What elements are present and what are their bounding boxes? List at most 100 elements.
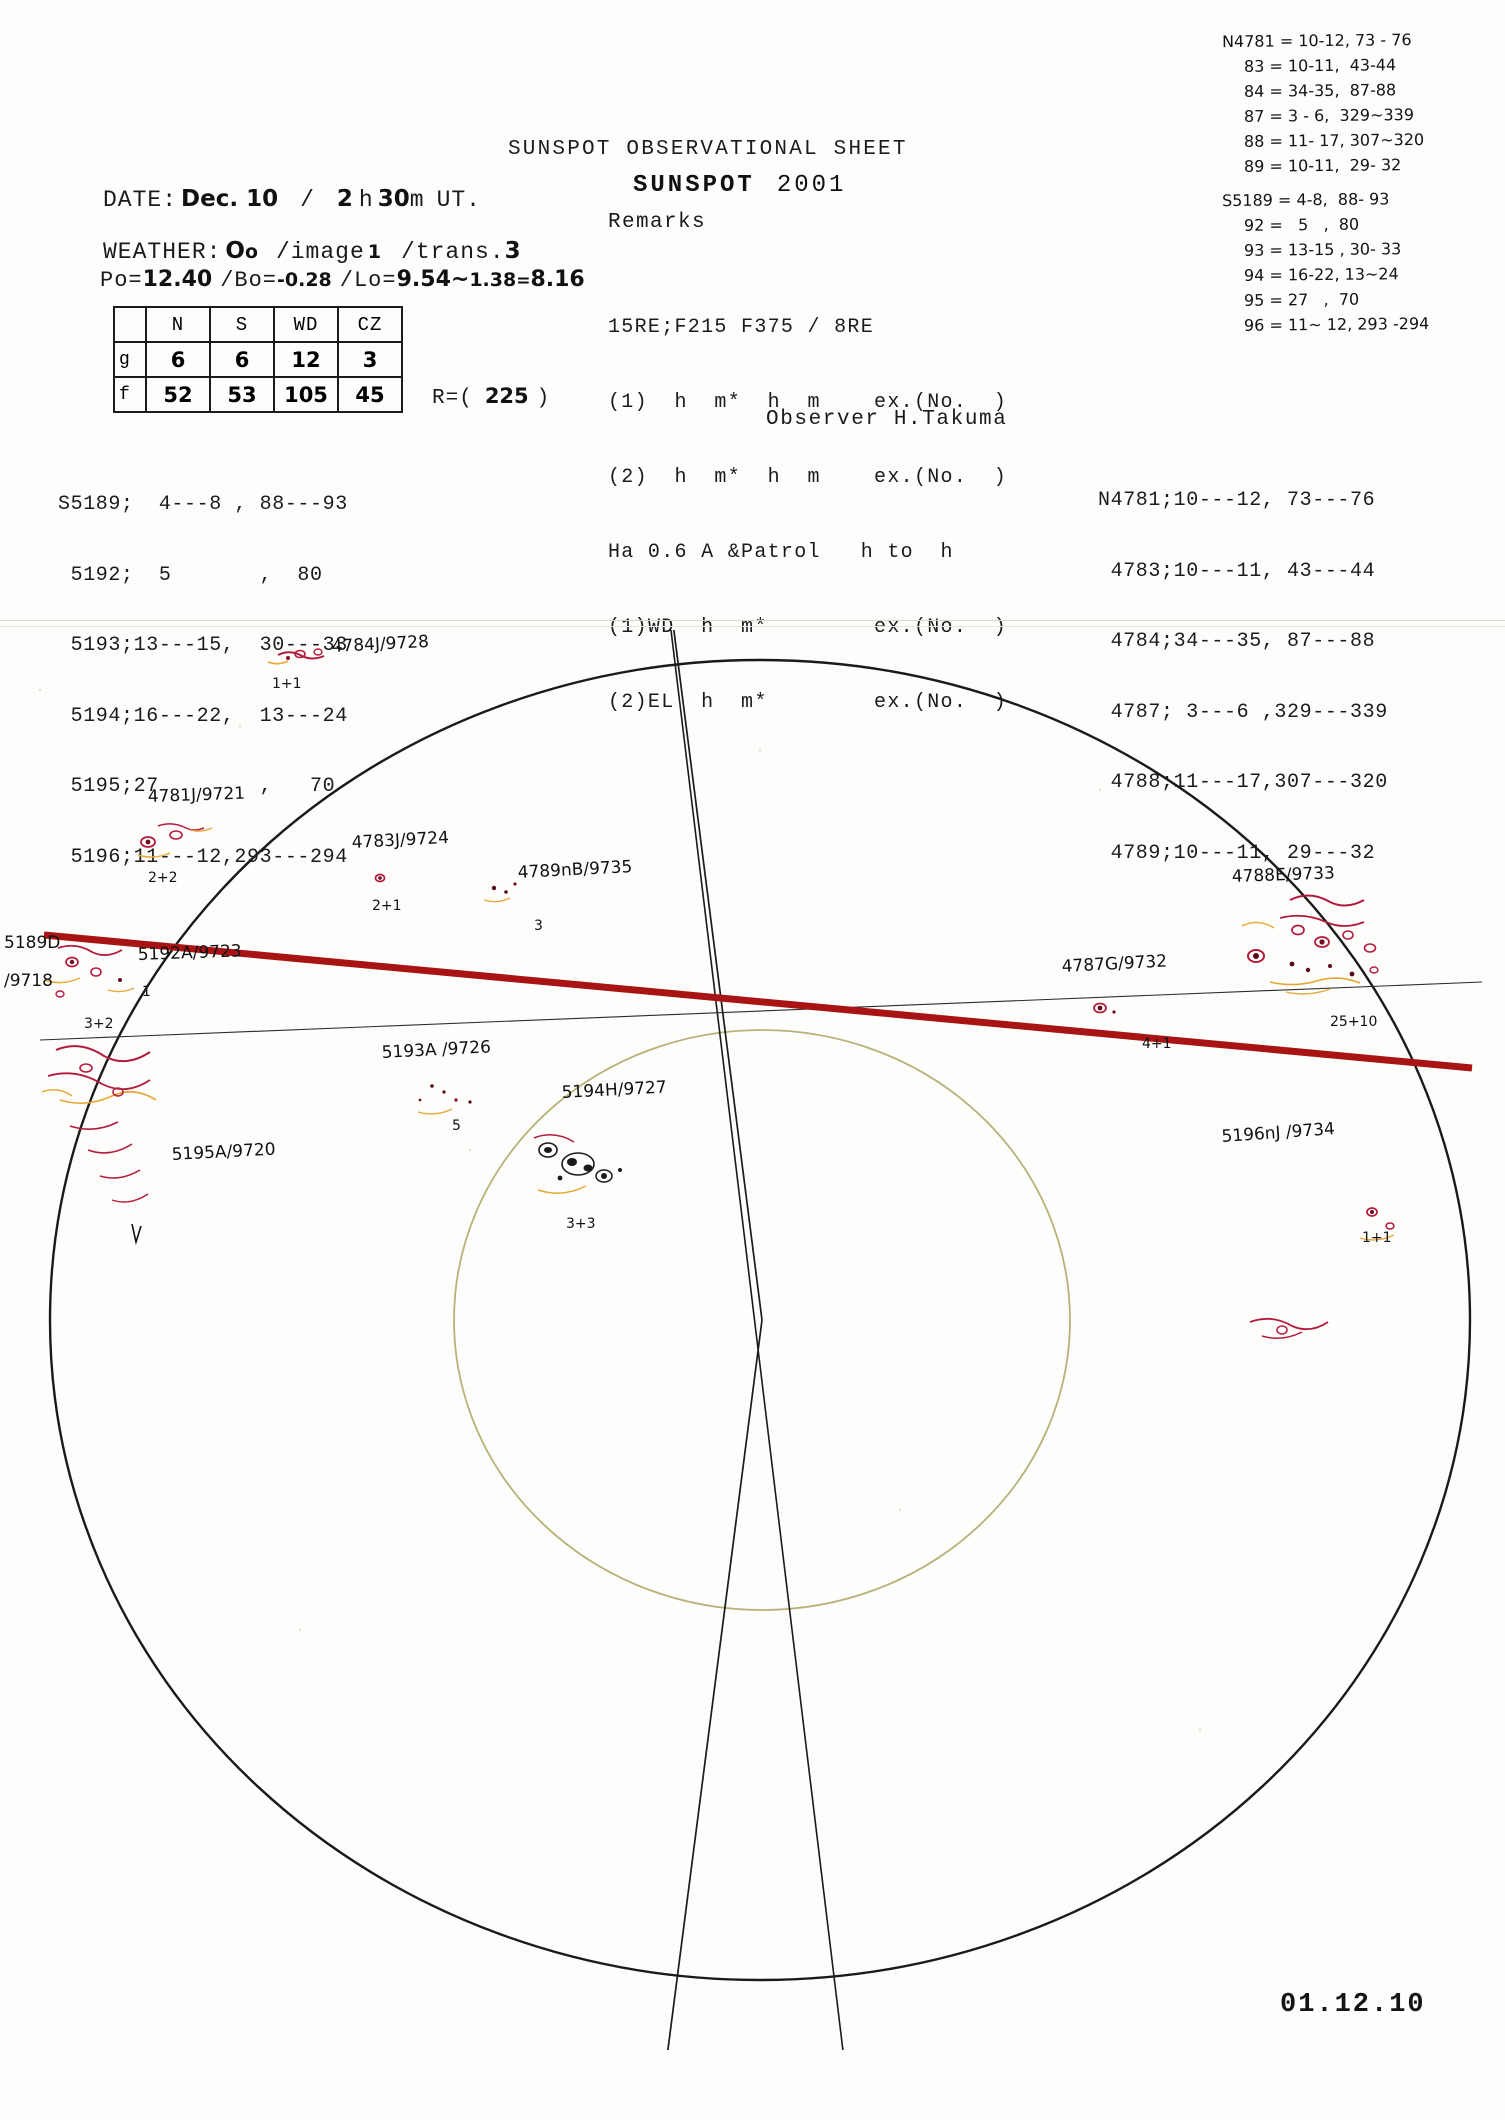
handwritten-line: 95 = 27 , 70 — [1243, 289, 1360, 310]
group-count: 1 — [142, 984, 151, 1000]
handwritten-line: N4781 = 10-12, 73 - 76 — [1221, 30, 1412, 52]
group-count: 3+3 — [566, 1216, 596, 1232]
sunspot-cluster-4784 — [267, 648, 325, 665]
r-number: 225 — [484, 384, 529, 408]
sunspot-cluster-5195 — [41, 1045, 157, 1246]
sunspot-cluster-4781 — [137, 823, 213, 858]
handwritten-line: 89 = 10-11, 29- 32 — [1243, 155, 1402, 176]
table-corner-cell — [113, 306, 147, 343]
region-list-item: N4781;10---12, 73---76 — [1098, 489, 1376, 512]
sunspot-cluster-4789 — [483, 882, 517, 903]
region-list-item: 5192; 5 , 80 — [58, 563, 323, 587]
region-list-north: N4781;10---12, 73---76 4783;10---11, 43-… — [1098, 442, 1388, 912]
lo-equals: = — [516, 271, 531, 291]
group-count: 25+10 — [1330, 1014, 1377, 1030]
date-value: Dec. 10 — [181, 186, 279, 212]
table-cell-f-wd: 105 — [273, 376, 339, 413]
table-cell-g-cz: 3 — [337, 341, 403, 378]
group-label: 4784J/9728 — [331, 632, 429, 657]
group-count: 2+2 — [148, 870, 178, 886]
remarks-line: (1)WD h m* ex.(No. ) — [608, 616, 1008, 639]
date-label: DATE: — [103, 187, 178, 213]
table-col-cz: CZ — [337, 306, 403, 343]
relative-sunspot-number: R=(225) — [432, 384, 550, 410]
handwritten-line: 88 = 11- 17, 307~320 — [1243, 129, 1425, 151]
weather-value-sub: o — [244, 241, 258, 263]
region-list-item: 5195;27 , 70 — [58, 775, 336, 798]
group-count: 1+1 — [1362, 1230, 1392, 1246]
table-cell-g-s: 6 — [209, 341, 275, 378]
remarks-line: Ha 0.6 A &Patrol h to h — [608, 541, 954, 564]
transparency-value: 3 — [504, 238, 521, 264]
minutes-unit: m — [409, 187, 425, 213]
table-row-head-f: f — [113, 376, 147, 413]
group-label: 4781J/9721 — [147, 784, 245, 807]
handwritten-line: S5189 = 4-8, 88- 93 — [1221, 189, 1390, 211]
sunspot-cluster-4788 — [1241, 894, 1379, 995]
region-list-item: 4783;10---11, 43---44 — [1098, 559, 1376, 583]
bo-value: -0.28 — [277, 269, 332, 291]
solar-disk-drawing: N — [4, 630, 1483, 2050]
group-label: 4787G/9732 — [1061, 952, 1167, 977]
table-col-s: S — [209, 306, 275, 343]
remarks-line: (2) h m* h m ex.(No. ) — [608, 466, 1008, 489]
group-label: 5195A/9720 — [171, 1140, 276, 1165]
sunspot-cluster-4787 — [1093, 1002, 1116, 1014]
handwritten-line: 84 = 34-35, 87-88 — [1243, 80, 1397, 101]
group-count: 5 — [452, 1118, 461, 1134]
scan-fold-line — [0, 620, 1505, 621]
time-hours: 2 — [336, 186, 353, 212]
group-count: 1+1 — [272, 676, 302, 692]
hours-unit: h — [358, 187, 374, 213]
solar-angles-row: Po=12.40/Bo=-0.28/Lo=9.54~1.38=8.16 — [100, 266, 585, 293]
table-row: g 6 6 12 3 — [113, 341, 403, 378]
group-count: 2+1 — [372, 898, 402, 914]
table-col-wd: WD — [273, 306, 339, 343]
sunspot-cluster-5192 — [107, 978, 135, 993]
group-label: 5193A /9726 — [381, 1037, 491, 1063]
weather-label: WEATHER: — [103, 239, 222, 265]
r-label: R=( — [432, 387, 473, 410]
weather-row: WEATHER: Oo/image 1/trans.3 — [103, 238, 521, 265]
region-list-south: S5189; 4---8 , 88---93 5192; 5 , 80 5193… — [58, 446, 348, 916]
table-cell-g-wd: 12 — [273, 341, 339, 378]
date-separator: / — [300, 187, 315, 213]
sunspot-cluster-5194 — [468, 1100, 622, 1194]
table-cell-f-n: 52 — [145, 376, 211, 413]
group-label: 5196nJ /9734 — [1221, 1119, 1336, 1147]
group-label: 5192A/9723 — [137, 941, 242, 965]
group-label: 4783J/9724 — [351, 828, 449, 853]
sunspot-group-labels: 4784J/9728 1+1 4781J/9721 2+2 4783J/9724… — [4, 632, 1392, 1246]
polar-axis-line — [670, 630, 844, 2050]
remarks-line: (1) h m* h m ex.(No. ) — [608, 391, 1008, 414]
handwritten-south-group: S5189 = 4-8, 88- 93 92 = 5 , 80 93 = 13-… — [1222, 187, 1429, 337]
solar-equator-line — [43, 931, 1473, 1072]
sunspot-cluster-5196 — [1359, 1207, 1395, 1241]
page-subtitle-year: 2001 — [776, 172, 847, 199]
group-label: /9718 — [4, 971, 53, 991]
handwritten-line: 96 = 11~ 12, 293 -294 — [1243, 313, 1430, 335]
remarks-title: Remarks — [608, 211, 707, 234]
page-subtitle-word: SUNSPOT — [633, 172, 755, 199]
table-cell-f-cz: 45 — [337, 376, 403, 413]
group-count-table: N S WD CZ g 6 6 12 3 f 52 53 105 45 — [113, 306, 403, 413]
group-count: 3+2 — [84, 1016, 114, 1032]
handwritten-line: 92 = 5 , 80 — [1243, 214, 1360, 235]
table-cell-f-s: 53 — [209, 376, 275, 413]
observer-name: Observer H.Takuma — [766, 408, 1008, 431]
group-label: 5189D — [4, 933, 60, 953]
lo-value-result: 8.16 — [530, 267, 585, 292]
ut-label: UT. — [436, 187, 481, 213]
meridian-lower — [667, 1319, 763, 2050]
group-count: 4+1 — [1142, 1036, 1172, 1052]
handwritten-north-group: N4781 = 10-12, 73 - 76 83 = 10-11, 43-44… — [1222, 28, 1429, 178]
handwritten-line: 93 = 13-15 , 30- 33 — [1243, 239, 1402, 260]
weather-value: O — [225, 238, 245, 264]
sunspot-cluster-5189 — [43, 944, 123, 998]
region-list-item: 4787; 3---6 ,329---339 — [1098, 700, 1388, 724]
handwritten-line: 83 = 10-11, 43-44 — [1243, 55, 1397, 76]
page-subtitle: SUNSPOT 2001 — [633, 172, 846, 199]
transparency-label: /trans. — [401, 239, 505, 265]
sunspot-cluster-lower-right — [1249, 1317, 1329, 1339]
